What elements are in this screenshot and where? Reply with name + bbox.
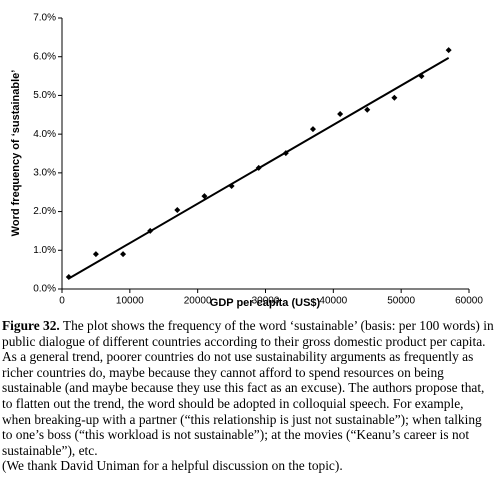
y-tick-label: 7.0% bbox=[33, 13, 56, 24]
point bbox=[228, 183, 235, 190]
point bbox=[337, 111, 344, 118]
x-tick-label: 50000 bbox=[387, 296, 415, 307]
y-tick-label: 4.0% bbox=[33, 129, 56, 140]
acknowledgement: (We thank David Uniman for a helpful dis… bbox=[2, 458, 343, 474]
point bbox=[92, 251, 99, 258]
caption: Figure 32. The plot shows the frequency … bbox=[2, 318, 495, 474]
point bbox=[364, 106, 371, 113]
x-tick-label: 30000 bbox=[252, 296, 280, 307]
y-tick-label: 1.0% bbox=[33, 245, 56, 256]
caption-label: Figure 32. bbox=[2, 318, 60, 333]
x-tick-label: 10000 bbox=[116, 296, 144, 307]
point bbox=[309, 126, 316, 133]
point bbox=[391, 94, 398, 101]
chart: GDP per capita (US$) Word frequency of ‘… bbox=[10, 13, 483, 309]
y-tick-label: 5.0% bbox=[33, 90, 56, 101]
x-tick-label: 40000 bbox=[319, 296, 347, 307]
point bbox=[445, 47, 452, 54]
point bbox=[147, 227, 154, 234]
point bbox=[418, 73, 425, 80]
point bbox=[174, 207, 181, 214]
caption-body: Figure 32. The plot shows the frequency … bbox=[2, 318, 495, 458]
caption-text: The plot shows the frequency of the word… bbox=[2, 318, 494, 458]
x-axis-title: GDP per capita (US$) bbox=[210, 297, 321, 309]
x-tick-label: 60000 bbox=[455, 296, 483, 307]
point bbox=[65, 273, 72, 280]
y-tick-label: 2.0% bbox=[33, 206, 56, 217]
point bbox=[120, 251, 127, 258]
y-tick-label: 6.0% bbox=[33, 51, 56, 62]
point bbox=[201, 193, 208, 200]
y-tick-label: 0.0% bbox=[33, 284, 56, 295]
point bbox=[255, 164, 262, 171]
x-tick-label: 20000 bbox=[184, 296, 212, 307]
y-axis-title: Word frequency of ‘sustainable’ bbox=[10, 70, 22, 237]
x-tick-label: 0 bbox=[59, 296, 65, 307]
point bbox=[282, 150, 289, 157]
y-tick-label: 3.0% bbox=[33, 167, 56, 178]
